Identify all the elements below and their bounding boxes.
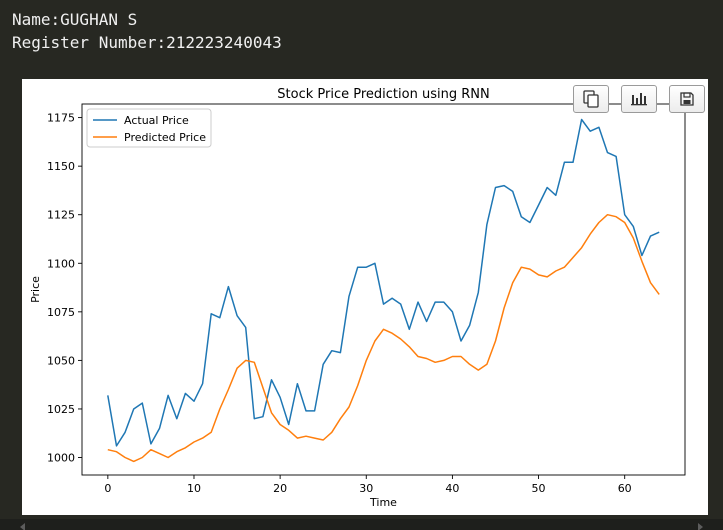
x-tick-label: 10 [187,482,201,495]
plot-toolbar [573,85,705,113]
y-tick-label: 1175 [47,112,75,125]
x-tick-label: 40 [445,482,459,495]
x-axis-label: Time [369,496,397,509]
x-tick-label: 30 [359,482,373,495]
scroll-left-arrow-icon[interactable] [20,523,25,530]
copy-icon [583,90,599,108]
legend-box [86,108,212,148]
x-tick-label: 50 [532,482,546,495]
plot-output-panel: 0 10 20 30 40 50 60 1000 1025 1050 1075 1100 1125 115… [22,79,708,515]
output-scrollbar[interactable] [0,519,723,530]
y-tick-label: 1025 [47,403,75,416]
scroll-right-arrow-icon[interactable] [698,523,703,530]
x-tick-label: 20 [273,482,287,495]
series-line-predicted [107,213,660,463]
y-axis-label: Price [29,276,42,303]
y-tick-label: 1125 [47,209,75,222]
series-line-actual [107,118,660,447]
plot-frame [81,103,686,476]
y-tick-label: 1100 [47,257,75,270]
x-tick-label: 0 [104,482,111,495]
copy-button[interactable] [573,85,609,113]
register-number-text: Register Number:212223240043 [12,33,282,52]
legend-label-actual: Actual Price [124,114,189,127]
chart-title: Stock Price Prediction using RNN [277,87,489,102]
y-tick-label: 1075 [47,306,75,319]
save-icon [680,92,694,106]
y-tick-label: 1000 [47,452,75,465]
bar-chart-icon [631,93,647,106]
save-button[interactable] [669,85,705,113]
y-tick-label: 1150 [47,160,75,173]
stock-price-chart: 0 10 20 30 40 50 60 1000 1025 1050 1075 1100 1125 115… [29,87,686,509]
y-tick-label: 1050 [47,354,75,367]
student-name-text: Name:GUGHAN S [12,10,138,29]
bar-chart-button[interactable] [621,85,657,113]
x-tick-label: 60 [618,482,632,495]
legend-label-predicted: Predicted Price [124,131,206,144]
